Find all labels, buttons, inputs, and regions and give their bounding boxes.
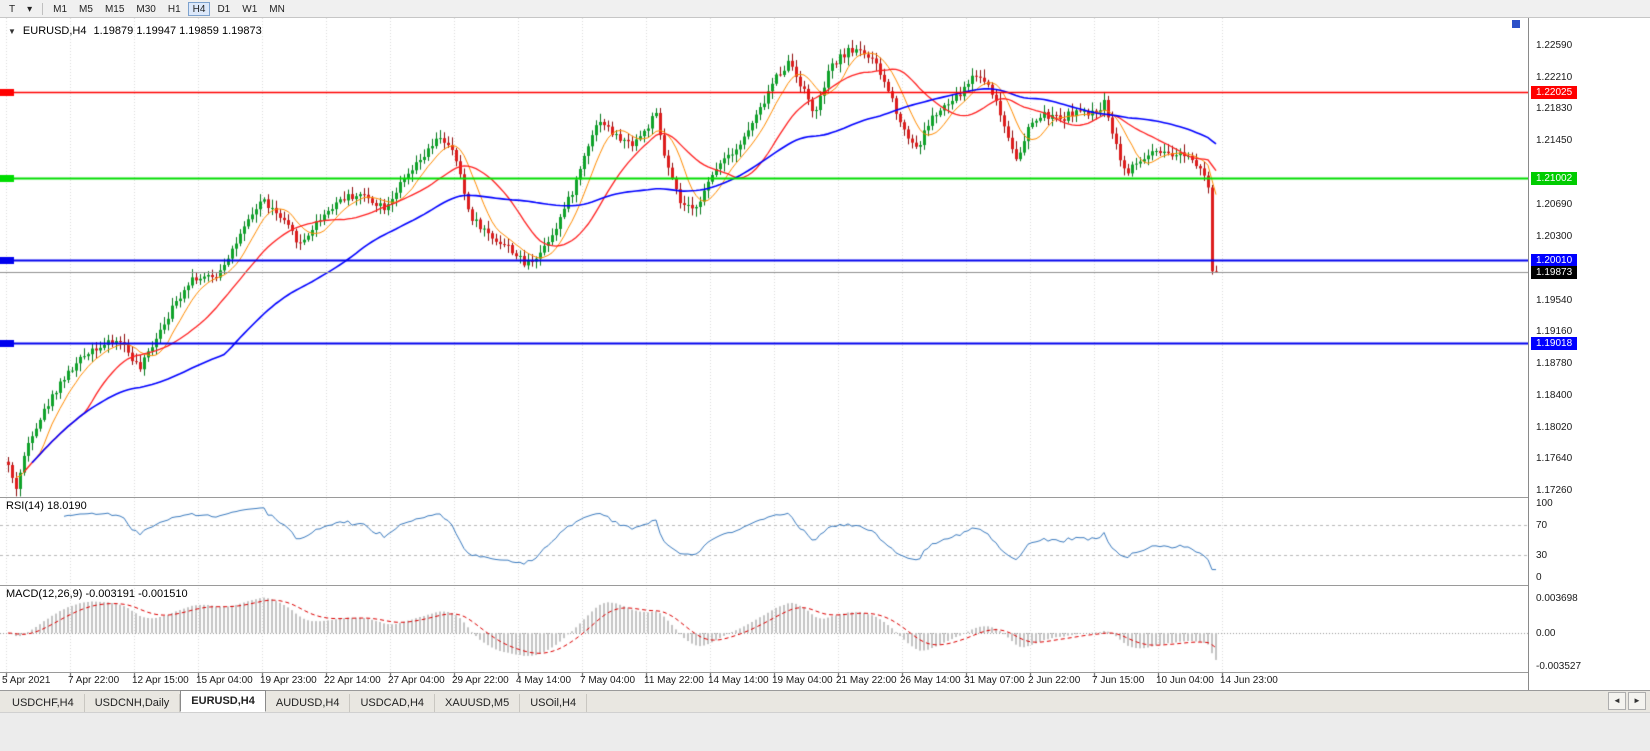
tab-scroll-group: ◄ ► — [1608, 692, 1650, 712]
panel-separator-rsi[interactable] — [0, 497, 1650, 498]
timeframe-button-d1[interactable]: D1 — [217, 3, 231, 15]
time-axis-label: 29 Apr 22:00 — [452, 675, 509, 686]
chart-title: ▼ EURUSD,H4 1.19879 1.19947 1.19859 1.19… — [8, 25, 262, 37]
time-axis-label: 5 Apr 2021 — [2, 675, 51, 686]
time-axis-label: 31 May 07:00 — [964, 675, 1025, 686]
rsi-indicator-label: RSI(14) 18.0190 — [6, 500, 87, 512]
price-axis-label: 1.21450 — [1536, 135, 1573, 147]
timeframe-button-m1[interactable]: M1 — [53, 3, 68, 15]
timeframe-button-h4[interactable]: H4 — [187, 1, 211, 16]
time-axis-label: 21 May 22:00 — [836, 675, 897, 686]
chart-canvas[interactable] — [0, 18, 1528, 690]
chart-tab-eurusd-h4[interactable]: EURUSD,H4 — [180, 690, 266, 712]
rsi-axis-label: 100 — [1536, 498, 1553, 509]
time-axis-label: 12 Apr 15:00 — [132, 675, 189, 686]
time-axis-label: 2 Jun 22:00 — [1028, 675, 1081, 686]
rsi-axis-label: 30 — [1536, 549, 1548, 561]
price-axis-label: 1.22210 — [1536, 71, 1573, 83]
top-toolbar: T ▾ M1 M5 M15 M30 H1 H4 D1 W1 MN — [0, 0, 1650, 18]
chart-symbol-timeframe: EURUSD,H4 — [22, 25, 87, 37]
price-badge-1.19018: 1.19018 — [1531, 337, 1578, 351]
time-axis-label: 7 May 04:00 — [580, 675, 636, 686]
tab-list: USDCHF,H4 USDCNH,Daily EURUSD,H4 AUDUSD,H4 U… — [0, 690, 588, 712]
time-axis-label: 19 May 04:00 — [772, 675, 833, 686]
time-axis-label: 27 Apr 04:00 — [388, 675, 445, 686]
price-axis-label: 1.18020 — [1536, 421, 1573, 433]
time-axis-label: 15 Apr 04:00 — [196, 675, 253, 686]
time-axis-label: 26 May 14:00 — [900, 675, 961, 686]
toolbar-separator — [42, 2, 44, 15]
tab-scroll-left-icon[interactable]: ◄ — [1608, 692, 1626, 710]
chart-tab-usdcnh-daily[interactable]: USDCNH,Daily — [85, 694, 181, 712]
rsi-axis-label: 70 — [1536, 520, 1548, 532]
rsi-axis-label: 0 — [1536, 572, 1542, 583]
panel-separator-timeaxis — [0, 672, 1650, 673]
price-axis-label: 1.20300 — [1536, 231, 1573, 243]
chart-window: ▼ EURUSD,H4 1.19879 1.19947 1.19859 1.19… — [0, 18, 1650, 690]
price-badge-1.20010: 1.20010 — [1531, 254, 1578, 268]
macd-axis-label: -0.003527 — [1536, 661, 1582, 673]
chart-ohlc-quotes: 1.19879 1.19947 1.19859 1.19873 — [93, 25, 262, 37]
chart-tab-usoil-h4[interactable]: USOil,H4 — [520, 694, 588, 712]
time-axis-label: 4 May 14:00 — [516, 675, 572, 686]
time-axis-label: 7 Jun 15:00 — [1092, 675, 1145, 686]
chart-tab-usdchf-h4[interactable]: USDCHF,H4 — [2, 694, 85, 712]
price-axis-label: 1.19540 — [1536, 294, 1573, 306]
template-button[interactable]: T — [9, 3, 16, 15]
time-axis-label: 19 Apr 23:00 — [260, 675, 317, 686]
timeframe-button-w1[interactable]: W1 — [242, 3, 258, 15]
chart-tab-bar: USDCHF,H4 USDCNH,Daily EURUSD,H4 AUDUSD,H4 U… — [0, 690, 1650, 712]
price-axis-label: 1.17260 — [1536, 485, 1573, 496]
price-axis[interactable]: 1.22590 1.22210 1.21830 1.21450 1.20690 1.203… — [1528, 18, 1650, 690]
timeframe-button-m15[interactable]: M15 — [104, 3, 125, 15]
macd-axis-label: 0.00 — [1536, 628, 1556, 639]
price-axis-label: 1.19160 — [1536, 326, 1573, 338]
price-axis-label: 1.18400 — [1536, 389, 1573, 401]
time-axis-label: 7 Apr 22:00 — [68, 675, 120, 686]
template-dropdown-caret-icon[interactable]: ▾ — [27, 3, 33, 15]
time-axis-label: 10 Jun 04:00 — [1156, 675, 1214, 686]
chart-tab-audusd-h4[interactable]: AUDUSD,H4 — [266, 694, 351, 712]
timeframe-button-m5[interactable]: M5 — [79, 3, 93, 15]
timeframe-button-mn[interactable]: MN — [269, 3, 285, 15]
price-badge-1.21002: 1.21002 — [1531, 171, 1578, 185]
macd-indicator-label: MACD(12,26,9) -0.003191 -0.001510 — [6, 588, 188, 600]
time-axis-label: 14 Jun 23:00 — [1220, 675, 1278, 686]
time-axis[interactable]: 5 Apr 2021 7 Apr 22:00 12 Apr 15:00 15 Apr … — [0, 673, 1528, 690]
price-axis-label: 1.21830 — [1536, 103, 1573, 115]
price-axis-label: 1.22590 — [1536, 40, 1573, 51]
time-axis-label: 11 May 22:00 — [644, 675, 704, 686]
timeframe-button-m30[interactable]: M30 — [136, 3, 156, 15]
price-axis-label: 1.17640 — [1536, 453, 1573, 465]
price-axis-label: 1.18780 — [1536, 358, 1573, 370]
chart-shift-marker — [1512, 20, 1520, 28]
panel-separator-macd[interactable] — [0, 585, 1650, 586]
chart-tab-usdcad-h4[interactable]: USDCAD,H4 — [350, 694, 436, 712]
status-strip — [0, 712, 1650, 751]
timeframe-group: M1 M5 M15 M30 H1 H4 D1 W1 MN — [47, 1, 291, 16]
price-badge-1.19873: 1.19873 — [1531, 265, 1578, 279]
chart-tab-xauusd-m5[interactable]: XAUUSD,M5 — [435, 694, 521, 712]
time-axis-label: 22 Apr 14:00 — [324, 675, 381, 686]
macd-axis-label: 0.003698 — [1536, 592, 1578, 604]
timeframe-button-h1[interactable]: H1 — [167, 3, 181, 15]
price-badge-1.22025: 1.22025 — [1531, 86, 1578, 100]
chart-menu-triangle-icon: ▼ — [8, 26, 16, 36]
price-axis-label: 1.20690 — [1536, 198, 1573, 210]
tab-scroll-right-icon[interactable]: ► — [1628, 692, 1646, 710]
time-axis-label: 14 May 14:00 — [708, 675, 769, 686]
